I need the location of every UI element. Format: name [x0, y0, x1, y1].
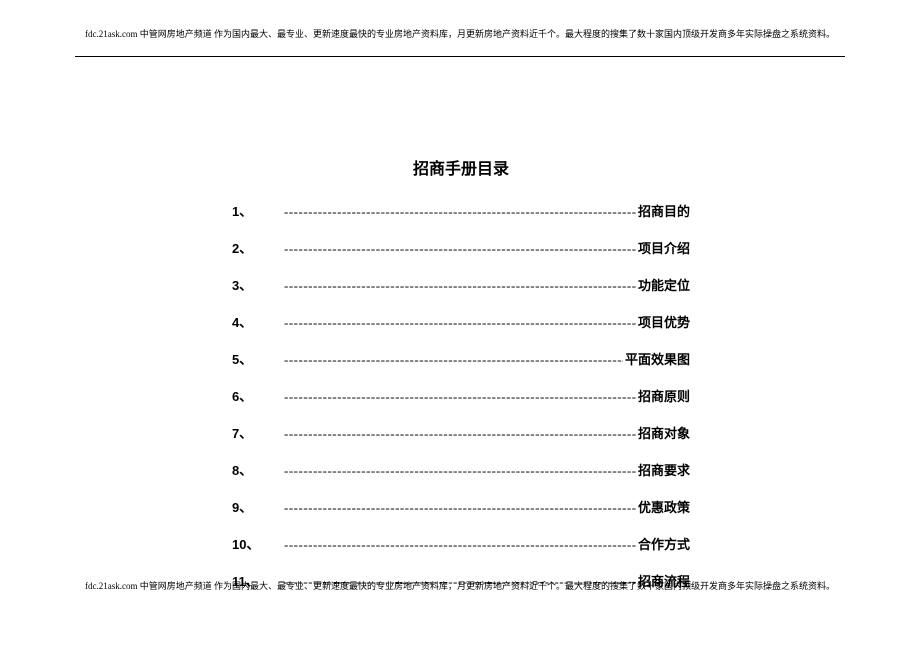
toc-number: 10、: [232, 534, 284, 553]
toc-number: 1、: [232, 201, 284, 220]
toc-leader: ----------------------------------------…: [284, 204, 636, 220]
toc-label: 平面效果图: [623, 349, 690, 368]
toc-number: 4、: [232, 312, 284, 331]
toc-leader: ----------------------------------------…: [284, 389, 636, 405]
toc-number: 7、: [232, 423, 284, 442]
page-header: fdc.21ask.com 中管网房地产频道 作为国内最大、最专业、更新速度最快…: [75, 28, 845, 41]
toc-row: 3、 -------------------------------------…: [232, 275, 690, 294]
toc-number: 2、: [232, 238, 284, 257]
toc-number: 5、: [232, 349, 284, 368]
header-divider: [75, 56, 845, 57]
toc-number: 3、: [232, 275, 284, 294]
toc-leader: ----------------------------------------…: [284, 241, 636, 257]
toc-leader: ----------------------------------------…: [284, 352, 623, 368]
toc-leader: ----------------------------------------…: [284, 463, 636, 479]
toc-label: 招商要求: [636, 460, 690, 479]
toc-label: 功能定位: [636, 275, 690, 294]
toc-leader: ----------------------------------------…: [284, 500, 636, 516]
toc-row: 10、 ------------------------------------…: [232, 534, 690, 553]
toc-number: 6、: [232, 386, 284, 405]
doc-title: 招商手册目录: [232, 155, 690, 179]
toc-leader: ----------------------------------------…: [284, 278, 636, 294]
toc-number: 9、: [232, 497, 284, 516]
toc-row: 9、 -------------------------------------…: [232, 497, 690, 516]
toc-row: 1、 -------------------------------------…: [232, 201, 690, 220]
toc-label: 招商原则: [636, 386, 690, 405]
toc-row: 2、 -------------------------------------…: [232, 238, 690, 257]
toc-leader: ----------------------------------------…: [284, 426, 636, 442]
toc-label: 项目优势: [636, 312, 690, 331]
toc-label: 合作方式: [636, 534, 690, 553]
content-area: 招商手册目录 1、 ------------------------------…: [232, 155, 690, 608]
toc-row: 4、 -------------------------------------…: [232, 312, 690, 331]
toc-leader: ----------------------------------------…: [284, 315, 636, 331]
toc-label: 招商目的: [636, 201, 690, 220]
toc-label: 优惠政策: [636, 497, 690, 516]
page-footer: fdc.21ask.com 中管网房地产频道 作为国内最大、最专业、更新速度最快…: [75, 580, 845, 593]
toc-label: 招商对象: [636, 423, 690, 442]
toc-row: 6、 -------------------------------------…: [232, 386, 690, 405]
toc-leader: ----------------------------------------…: [284, 537, 636, 553]
toc-label: 项目介绍: [636, 238, 690, 257]
toc-row: 7、 -------------------------------------…: [232, 423, 690, 442]
toc-row: 8、 -------------------------------------…: [232, 460, 690, 479]
toc-row: 5、 -------------------------------------…: [232, 349, 690, 368]
toc-number: 8、: [232, 460, 284, 479]
